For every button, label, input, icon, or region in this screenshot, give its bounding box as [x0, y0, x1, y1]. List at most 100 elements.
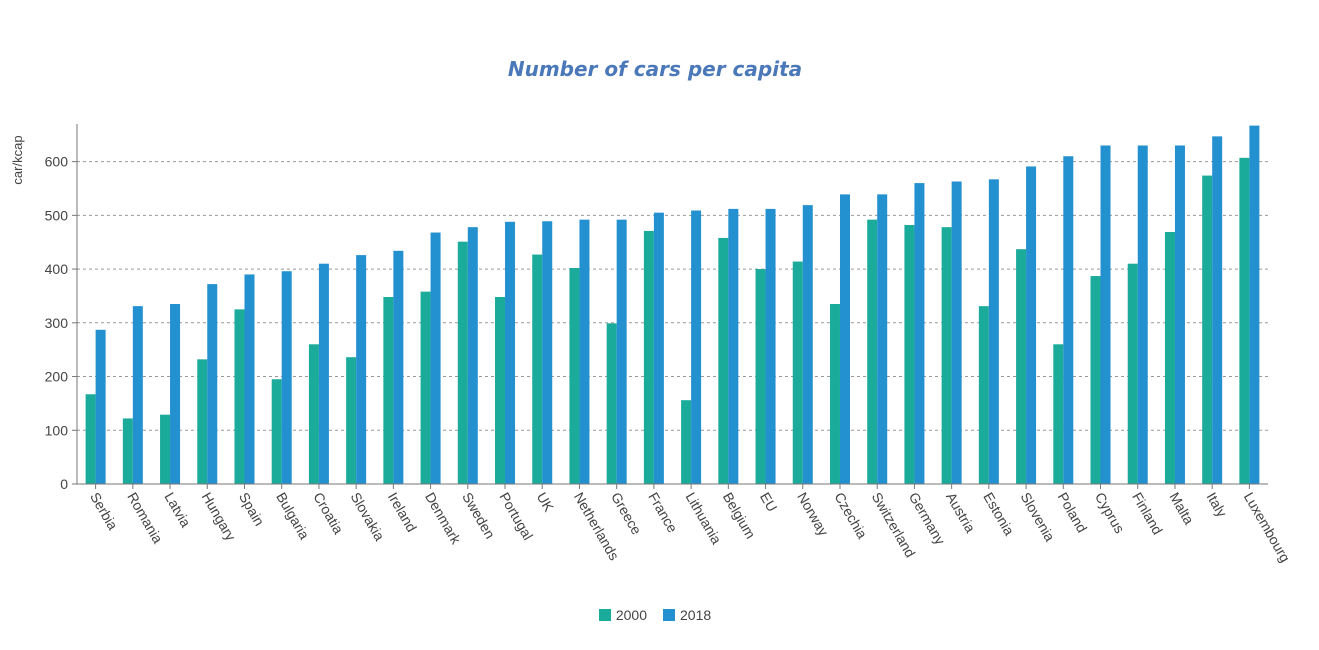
bar-2000-croatia[interactable] — [308, 344, 319, 484]
bar-2000-cyprus[interactable] — [1090, 276, 1101, 484]
bar-2018-eu[interactable] — [765, 208, 776, 485]
bar-2000-austria[interactable] — [941, 227, 952, 484]
y-tick-label: 0 — [60, 476, 68, 492]
x-tick-label: Cyprus — [1092, 490, 1128, 536]
bar-2000-denmark[interactable] — [420, 291, 431, 484]
x-tick-label: UK — [534, 490, 558, 515]
bar-2000-slovakia[interactable] — [346, 357, 357, 484]
bar-2000-uk[interactable] — [532, 254, 543, 484]
bar-2000-estonia[interactable] — [978, 306, 989, 484]
bar-2000-netherlands[interactable] — [569, 268, 580, 484]
x-tick-label: Italy — [1204, 490, 1231, 520]
bar-2018-malta[interactable] — [1174, 145, 1185, 484]
axes — [76, 124, 1268, 485]
bar-2018-norway[interactable] — [802, 205, 813, 484]
bar-2018-romania[interactable] — [132, 306, 143, 484]
y-tick-label: 500 — [45, 207, 69, 223]
x-tick-label: Serbia — [87, 490, 121, 533]
bar-2000-luxembourg[interactable] — [1239, 157, 1250, 484]
bar-2018-italy[interactable] — [1212, 136, 1223, 484]
x-tick-label: Hungary — [199, 490, 239, 544]
bar-2018-spain[interactable] — [244, 274, 255, 484]
bar-2018-slovenia[interactable] — [1026, 166, 1037, 484]
bar-2000-czechia[interactable] — [829, 304, 840, 484]
bar-2018-finland[interactable] — [1137, 145, 1148, 484]
x-tick-label: Germany — [906, 490, 949, 548]
bar-2000-france[interactable] — [643, 230, 654, 484]
bar-2000-italy[interactable] — [1202, 175, 1213, 484]
bar-2000-poland[interactable] — [1053, 344, 1064, 484]
bar-2000-romania[interactable] — [122, 418, 133, 484]
y-tick-labels: 0 100 200 300 400 500 600 — [45, 154, 77, 492]
bar-2018-uk[interactable] — [542, 221, 553, 485]
bar-2018-sweden[interactable] — [467, 227, 478, 484]
x-tick-label: Malta — [1166, 490, 1197, 528]
legend: 2000 2018 — [0, 607, 1310, 623]
x-tick-label: Spain — [236, 490, 268, 529]
bar-2000-lithuania[interactable] — [681, 400, 692, 484]
bar-2018-cyprus[interactable] — [1100, 145, 1111, 484]
bar-2018-latvia[interactable] — [170, 304, 181, 484]
bar-2000-ireland[interactable] — [383, 297, 394, 484]
bar-2000-sweden[interactable] — [457, 241, 468, 484]
bar-2018-serbia[interactable] — [95, 329, 106, 484]
bar-2018-belgium[interactable] — [728, 208, 739, 485]
bar-2018-france[interactable] — [653, 212, 664, 484]
bar-2000-eu[interactable] — [755, 269, 766, 484]
bar-2000-hungary[interactable] — [197, 359, 208, 484]
x-tick-label: Slovenia — [1017, 490, 1058, 545]
bar-2018-czechia[interactable] — [839, 194, 850, 484]
bar-2018-poland[interactable] — [1063, 156, 1074, 484]
bar-2000-spain[interactable] — [234, 309, 245, 484]
bar-2018-denmark[interactable] — [430, 232, 441, 484]
bar-2000-switzerland[interactable] — [867, 219, 878, 484]
bar-2018-ireland[interactable] — [393, 250, 404, 484]
bar-2000-germany[interactable] — [904, 225, 915, 484]
bar-2018-greece[interactable] — [616, 219, 627, 484]
bar-2018-portugal[interactable] — [505, 221, 516, 484]
chart-title: Number of cars per capita — [507, 57, 803, 81]
gridlines — [77, 161, 1268, 431]
bar-2018-luxembourg[interactable] — [1249, 125, 1260, 484]
bar-2018-slovakia[interactable] — [356, 255, 367, 484]
x-tick-label: Croatia — [310, 490, 347, 537]
legend-item-2000[interactable]: 2000 — [598, 607, 647, 623]
bars — [85, 125, 1260, 485]
bar-2018-netherlands[interactable] — [579, 219, 590, 484]
legend-item-2018[interactable]: 2018 — [663, 607, 711, 623]
bar-2018-switzerland[interactable] — [877, 194, 888, 484]
x-tick-label: Bulgaria — [273, 490, 313, 543]
bar-2018-bulgaria[interactable] — [281, 271, 292, 484]
x-tick-label: Romania — [124, 490, 166, 547]
bar-2018-croatia[interactable] — [318, 263, 329, 484]
bar-2000-belgium[interactable] — [718, 237, 729, 484]
bar-2018-hungary[interactable] — [207, 284, 218, 484]
legend-swatch-2000 — [598, 609, 611, 621]
y-tick-label: 400 — [45, 261, 69, 277]
x-tick-label: Poland — [1055, 490, 1091, 536]
legend-swatch-2018 — [663, 609, 675, 621]
bar-2000-latvia[interactable] — [160, 414, 171, 484]
x-tick-label: Estonia — [980, 490, 1017, 539]
legend-label-2000: 2000 — [615, 607, 647, 623]
y-axis-title: car/kcap — [10, 135, 25, 184]
y-tick-label: 200 — [45, 369, 69, 385]
bar-2000-malta[interactable] — [1164, 232, 1175, 484]
bar-2000-bulgaria[interactable] — [271, 379, 282, 484]
x-tick-label: Ireland — [385, 490, 420, 535]
bar-2000-norway[interactable] — [792, 261, 803, 484]
bar-2000-slovenia[interactable] — [1016, 249, 1027, 484]
bar-2000-serbia[interactable] — [85, 394, 96, 484]
x-tick-label: Lithuania — [683, 490, 725, 547]
bar-2018-germany[interactable] — [914, 183, 925, 484]
bar-2018-austria[interactable] — [951, 181, 962, 484]
bar-2000-greece[interactable] — [606, 323, 617, 484]
x-tick-label: Slovakia — [348, 490, 388, 544]
x-tick-label: Portugal — [496, 490, 536, 543]
bar-2000-portugal[interactable] — [495, 297, 506, 484]
x-tick-label: Sweden — [459, 490, 498, 542]
bar-2000-finland[interactable] — [1127, 263, 1138, 484]
bar-2018-lithuania[interactable] — [691, 210, 702, 485]
bar-2018-estonia[interactable] — [988, 179, 999, 485]
